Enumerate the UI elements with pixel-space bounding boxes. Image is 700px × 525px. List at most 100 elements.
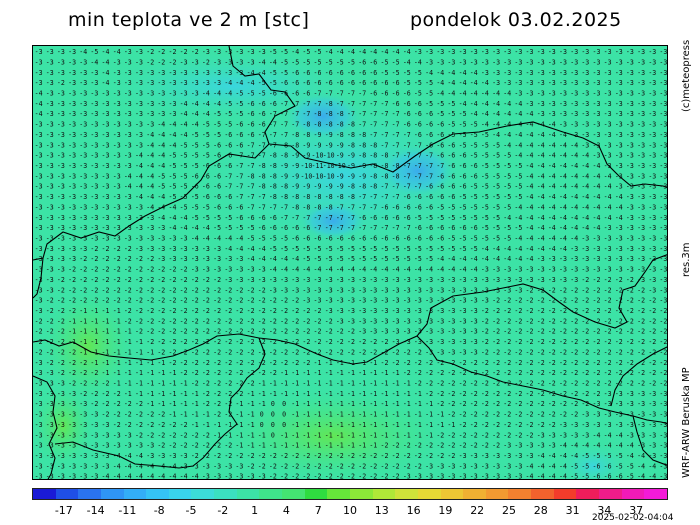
temperature-value: -2 [503, 431, 511, 439]
temperature-value: -3 [615, 58, 623, 66]
map-canvas: -3 -3 -3 -3 -4 -5 -4 -4 -3 -3 -2 -2 -2 -2 -2 -3 -3 -3 -3 -3… [33, 46, 667, 480]
temperature-value: -3 [224, 462, 232, 470]
temperature-value: -6 [459, 183, 467, 191]
temperature-value: -4 [113, 48, 121, 56]
temperature-value: -3 [659, 255, 667, 263]
temperature-value: -2 [637, 297, 645, 305]
temperature-value: -4 [135, 452, 143, 460]
temperature-value: -4 [548, 214, 556, 222]
temperature-value: -3 [659, 462, 667, 470]
temperature-value: -3 [46, 421, 54, 429]
temperature-value: -3 [604, 152, 612, 160]
temperature-value: -3 [604, 255, 612, 263]
temperature-value: -3 [102, 462, 110, 470]
temperature-value: -9 [314, 141, 322, 149]
temperature-value: -5 [381, 245, 389, 253]
map-title: min teplota ve 2 m [stc] [68, 9, 310, 31]
temperature-value: -3 [90, 421, 98, 429]
temperature-value: -9 [336, 183, 344, 191]
temperature-value: -4 [146, 462, 154, 470]
temperature-value: -1 [403, 390, 411, 398]
temperature-value: -3 [57, 442, 65, 450]
temperature-value: -2 [124, 411, 132, 419]
temperature-value: -6 [280, 90, 288, 98]
temperature-value: -3 [659, 245, 667, 253]
temperature-value: -5 [481, 152, 489, 160]
temperature-value: -2 [280, 473, 288, 480]
temperature-value: -8 [291, 141, 299, 149]
temperature-value: -5 [280, 245, 288, 253]
temperature-value: -3 [46, 48, 54, 56]
temperature-value: -10 [312, 172, 324, 180]
temperature-value: -3 [581, 69, 589, 77]
warm-region [33, 386, 93, 466]
temperature-value: -6 [381, 214, 389, 222]
temperature-value: -9 [336, 172, 344, 180]
temperature-value: -3 [68, 141, 76, 149]
temperature-value: -1 [258, 400, 266, 408]
temperature-value: -3 [381, 297, 389, 305]
temperature-value: -1 [369, 411, 377, 419]
temperature-value: -3 [358, 297, 366, 305]
temperature-value: -1 [314, 359, 322, 367]
temperature-value: 0 [260, 411, 264, 419]
border-line [632, 415, 667, 466]
temperature-value: -4 [492, 110, 500, 118]
temperature-value: -3 [659, 48, 667, 56]
temperature-value: -3 [503, 286, 511, 294]
temperature-value: -3 [124, 224, 132, 232]
temperature-value: -2 [169, 307, 177, 315]
temperature-value: -1 [169, 400, 177, 408]
temperature-value: -6 [258, 224, 266, 232]
temperature-value: -3 [481, 452, 489, 460]
temperature-value: -2 [581, 348, 589, 356]
temperature-value: -2 [514, 411, 522, 419]
temperature-value: -1 [302, 421, 310, 429]
temperature-value: -3 [68, 390, 76, 398]
temperature-value: -2 [235, 317, 243, 325]
temperature-value: -3 [470, 48, 478, 56]
temperature-value: -1 [325, 359, 333, 367]
temperature-value: -3 [659, 473, 667, 480]
temperature-value: -6 [425, 110, 433, 118]
temperature-value: -5 [314, 245, 322, 253]
temperature-value: -2 [247, 307, 255, 315]
temperature-value: -3 [615, 162, 623, 170]
temperature-value: -2 [135, 421, 143, 429]
temperature-value: -3 [581, 121, 589, 129]
temperature-value: -3 [593, 411, 601, 419]
temperature-value: -3 [436, 307, 444, 315]
temperature-value: -3 [648, 266, 656, 274]
temperature-value: -3 [68, 255, 76, 263]
temperature-value: -5 [224, 100, 232, 108]
temperature-value: -2 [180, 431, 188, 439]
temperature-value: -5 [381, 69, 389, 77]
temperature-value: -3 [604, 162, 612, 170]
temperature-value: -2 [113, 421, 121, 429]
temperature-value: -8 [314, 110, 322, 118]
temperature-value: -5 [202, 121, 210, 129]
temperature-value: -1 [90, 317, 98, 325]
temperature-value: -2 [593, 328, 601, 336]
temperature-value: -2 [113, 266, 121, 274]
temperature-value: -3 [46, 162, 54, 170]
temperature-value: -5 [191, 203, 199, 211]
temperature-value: -2 [146, 276, 154, 284]
temperature-value: -3 [481, 69, 489, 77]
temperature-value: -3 [180, 452, 188, 460]
map-date: pondelok 03.02.2025 [410, 9, 622, 31]
temperature-value: -3 [615, 48, 623, 56]
temperature-value: -2 [314, 338, 322, 346]
color-scale-ticks: -17 -14 -11 -8 -5 -2 1 4 7 10 13 16 19 22 25 28 31 34 37 [32, 504, 668, 518]
temperature-value: -1 [447, 421, 455, 429]
temperature-value: -2 [102, 245, 110, 253]
temperature-value: -3 [659, 172, 667, 180]
temperature-value: -4 [648, 473, 656, 480]
temperature-value: -3 [314, 286, 322, 294]
temperature-value: -3 [247, 473, 255, 480]
tick-label: 34 [597, 504, 612, 517]
temperature-value: -3 [135, 110, 143, 118]
temperature-value: -5 [392, 245, 400, 253]
temperature-value: -2 [325, 452, 333, 460]
temperature-value: -5 [369, 255, 377, 263]
